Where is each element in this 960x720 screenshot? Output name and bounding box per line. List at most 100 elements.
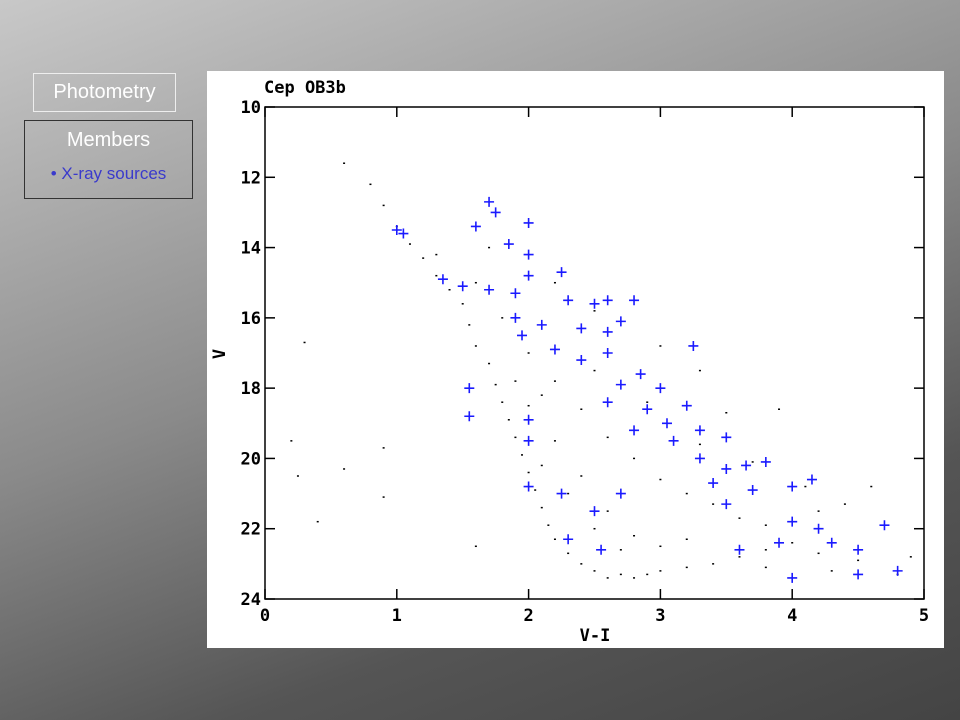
x-ray-source: [464, 383, 475, 394]
x-ray-source: [629, 295, 640, 306]
star: [567, 552, 570, 555]
star: [698, 369, 701, 372]
x-ray-source: [398, 228, 409, 239]
x-ray-source: [721, 463, 732, 474]
star: [474, 545, 477, 548]
star: [830, 570, 833, 572]
x-ray-source: [826, 537, 837, 548]
y-tick-label: 10: [241, 98, 261, 118]
x-ray-source: [576, 355, 587, 366]
star: [553, 380, 556, 382]
star: [593, 527, 596, 530]
x-ray-source: [523, 414, 534, 425]
x-ray-source: [536, 319, 547, 330]
x-ray-source: [523, 481, 534, 492]
x-ray-source: [556, 488, 567, 499]
x-ray-source: [741, 460, 752, 471]
star: [343, 162, 346, 164]
x-ray-source: [694, 453, 705, 464]
star: [738, 517, 741, 519]
x-ray-source: [615, 488, 626, 499]
x-ray-source: [391, 225, 402, 235]
x-tick-label: 0: [260, 606, 270, 626]
star: [580, 408, 583, 410]
x-ray-source: [576, 323, 587, 334]
x-ray-source: [602, 348, 613, 358]
x-ray-source: [734, 544, 745, 555]
x-tick-label: 1: [392, 606, 402, 626]
star: [685, 566, 688, 569]
star: [817, 510, 820, 512]
star: [633, 457, 636, 460]
star: [712, 503, 715, 505]
x-ray-source: [563, 295, 574, 306]
star: [382, 447, 385, 449]
x-ray-source: [787, 572, 798, 583]
star: [764, 524, 767, 526]
star: [659, 545, 662, 548]
x-ray-source: [806, 474, 817, 485]
x-ray-source: [523, 249, 534, 260]
x-ray-source: [563, 534, 574, 545]
x-tick-label: 3: [655, 606, 665, 626]
star: [698, 443, 701, 446]
panel-item[interactable]: X-ray sources: [25, 164, 192, 184]
star: [527, 404, 530, 407]
photometry-tab[interactable]: Photometry: [33, 73, 176, 112]
star: [817, 552, 820, 555]
x-axis-label: V-I: [580, 626, 611, 646]
star: [382, 204, 385, 207]
star: [501, 401, 504, 403]
star: [857, 559, 860, 562]
x-ray-source: [510, 288, 521, 299]
star: [521, 454, 524, 456]
star: [619, 549, 622, 551]
members-panel: Members X-ray sources: [24, 120, 193, 199]
star: [659, 345, 662, 347]
x-ray-source: [708, 478, 719, 489]
x-tick-label: 4: [787, 606, 797, 626]
x-ray-source: [688, 340, 699, 351]
y-tick-label: 12: [241, 168, 261, 188]
star: [501, 317, 504, 319]
star: [909, 556, 912, 558]
x-ray-source: [464, 411, 475, 422]
x-ray-source: [549, 344, 560, 355]
star: [540, 506, 543, 509]
star: [534, 489, 537, 491]
star: [593, 310, 596, 312]
x-ray-source: [523, 217, 534, 228]
x-ray-source: [523, 270, 534, 281]
star: [633, 534, 636, 537]
star: [303, 341, 306, 344]
x-ray-source: [457, 281, 468, 292]
star: [791, 542, 794, 544]
x-ray-source: [747, 485, 758, 496]
star: [778, 408, 781, 410]
star: [408, 243, 411, 245]
x-ray-source: [437, 274, 448, 285]
star: [461, 303, 464, 305]
star: [606, 436, 609, 439]
star: [540, 464, 543, 467]
star: [659, 570, 662, 572]
star: [580, 563, 583, 565]
x-ray-source: [879, 520, 890, 531]
x-ray-source: [589, 506, 600, 517]
star: [422, 257, 425, 259]
star: [646, 573, 649, 576]
x-ray-source: [556, 267, 567, 278]
y-tick-label: 24: [241, 590, 261, 610]
x-tick-label: 2: [523, 606, 533, 626]
x-ray-source: [721, 499, 732, 510]
star: [751, 461, 754, 463]
star: [685, 492, 688, 495]
star: [435, 274, 438, 277]
star: [488, 362, 491, 365]
star: [290, 440, 293, 442]
x-ray-source: [517, 330, 528, 341]
x-ray-source: [853, 569, 864, 580]
star: [448, 288, 451, 291]
star: [369, 183, 372, 186]
